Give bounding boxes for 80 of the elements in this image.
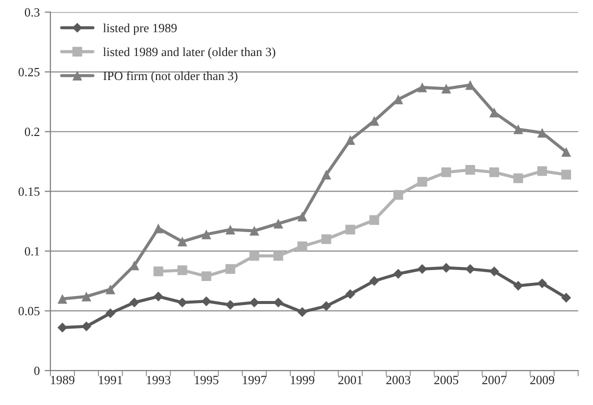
point: [489, 108, 500, 118]
point: [225, 224, 236, 234]
point: [513, 173, 524, 184]
point: [106, 284, 116, 294]
y-tick-label: 0: [34, 366, 40, 376]
point: [297, 241, 308, 252]
point: [561, 292, 572, 303]
point: [513, 124, 524, 134]
x-tick-label: 1997: [242, 376, 266, 384]
point: [489, 266, 500, 276]
point: [153, 266, 164, 276]
point: [249, 298, 260, 308]
point: [393, 268, 404, 279]
point: [417, 264, 428, 274]
point: [297, 307, 308, 317]
legend-label: IPO firm (not older than 3): [103, 71, 238, 83]
point: [82, 292, 92, 302]
point: [201, 230, 212, 240]
point: [321, 234, 332, 244]
point: [201, 271, 212, 282]
y-tick-label: 0.2: [24, 128, 40, 136]
point: [369, 276, 380, 286]
point: [465, 164, 476, 175]
point: [273, 218, 284, 228]
legend-label: listed pre 1989: [103, 23, 177, 35]
x-tick-label: 1989: [51, 376, 74, 384]
point: [225, 300, 236, 310]
point: [273, 251, 284, 261]
y-tick-label: 0.1: [24, 247, 40, 256]
point: [58, 294, 68, 304]
point: [537, 128, 548, 138]
point: [369, 215, 380, 225]
point: [561, 147, 572, 157]
point: [177, 265, 188, 276]
x-tick-label: 2005: [434, 376, 458, 384]
point: [465, 80, 476, 90]
x-tick-label: 1995: [194, 376, 218, 384]
point: [201, 296, 212, 306]
x-tick-label: 1991: [98, 376, 122, 384]
point: [465, 264, 476, 274]
point: [177, 236, 188, 246]
point: [321, 301, 332, 311]
point: [417, 82, 428, 92]
y-tick-label: 0.3: [24, 8, 40, 17]
point: [177, 298, 188, 308]
point: [225, 264, 236, 274]
point: [441, 84, 452, 94]
point: [513, 280, 524, 291]
x-tick-label: 1999: [290, 376, 314, 384]
x-tick-label: 1993: [146, 376, 170, 384]
x-tick-label: 2001: [338, 376, 362, 384]
x-tick-label: 2007: [482, 376, 506, 384]
point: [249, 251, 260, 261]
point: [345, 224, 356, 234]
point: [417, 176, 428, 187]
y-tick-label: 0.15: [18, 187, 40, 196]
point: [81, 321, 92, 332]
point: [153, 224, 164, 234]
point: [105, 308, 116, 318]
point: [321, 170, 332, 180]
point: [441, 262, 452, 273]
point: [369, 116, 380, 126]
point: [129, 298, 140, 308]
point: [489, 167, 500, 178]
point: [345, 289, 356, 300]
point: [297, 212, 308, 222]
point: [441, 167, 452, 178]
x-tick-label: 2009: [530, 376, 554, 384]
point: [537, 278, 548, 288]
y-tick-label: 0.25: [18, 68, 40, 76]
point: [393, 190, 404, 200]
legend-label: listed 1989 and later (older than 3): [103, 47, 276, 59]
point: [57, 322, 68, 332]
point: [561, 170, 572, 180]
y-tick-label: 0.05: [18, 306, 40, 316]
point: [153, 292, 164, 302]
x-tick-label: 2003: [386, 376, 410, 384]
point: [249, 226, 260, 236]
point: [537, 166, 548, 176]
point: [345, 135, 356, 145]
